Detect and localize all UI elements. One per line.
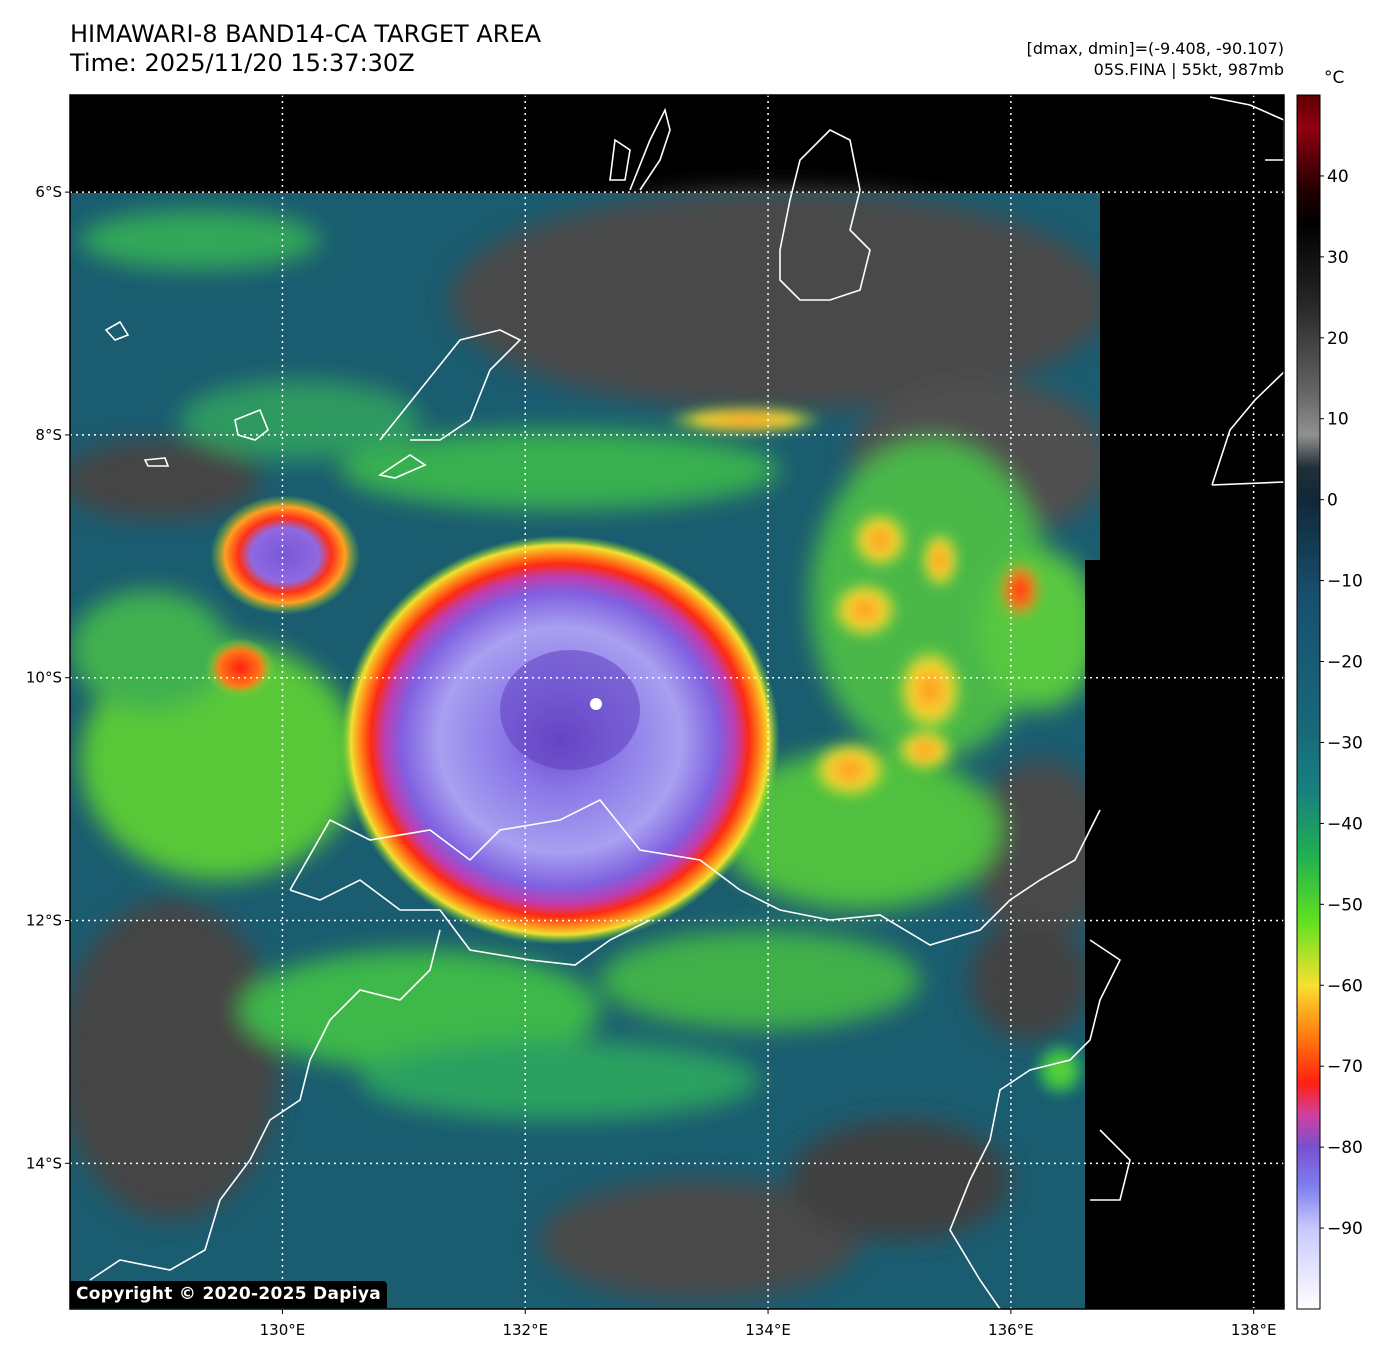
coastline	[779, 129, 871, 301]
coastline	[89, 929, 441, 1281]
convective-cell	[205, 638, 275, 698]
coastline	[289, 879, 651, 966]
lon-tick-label: 138°E	[1231, 1321, 1277, 1339]
coastline	[234, 408, 269, 441]
coastline	[377, 454, 427, 479]
colorbar	[1296, 94, 1321, 1310]
colorbar-tick-label: −50	[1327, 895, 1363, 915]
coastline	[629, 107, 671, 191]
lat-tick-label: 6°S	[35, 183, 62, 201]
longitude-axis: 130°E 132°E 134°E 136°E 138°E	[260, 1309, 1277, 1339]
colorbar-tick-label: 20	[1327, 329, 1349, 349]
colorbar-tick-label: −20	[1327, 653, 1363, 673]
title-block: HIMAWARI-8 BAND14-CA TARGET AREA Time: 2…	[70, 20, 541, 78]
colorbar-tick-label: −90	[1327, 1219, 1363, 1239]
coastline	[609, 138, 631, 181]
coastline	[949, 939, 1122, 1309]
lat-tick-label: 10°S	[26, 669, 62, 687]
temperature-range: [dmax, dmin]=(-9.408, -90.107)	[1026, 39, 1284, 58]
colorbar-tick-label: −30	[1327, 733, 1363, 753]
lon-tick-label: 130°E	[260, 1321, 306, 1339]
coastline	[143, 457, 170, 467]
lon-tick-label: 136°E	[988, 1321, 1034, 1339]
coastlines	[89, 96, 1284, 1309]
coastline	[379, 329, 522, 441]
coastline	[104, 320, 130, 341]
lon-tick-label: 134°E	[745, 1321, 791, 1339]
storm-eye	[590, 698, 602, 710]
colorbar-tick-label: −60	[1327, 976, 1363, 996]
colorbar-tick-label: −70	[1327, 1057, 1363, 1077]
copyright-label: Copyright © 2020-2025 Dapiya	[70, 1281, 387, 1308]
colorbar-tick-label: −40	[1327, 814, 1363, 834]
lat-tick-label: 14°S	[26, 1154, 62, 1172]
lon-tick-label: 132°E	[502, 1321, 548, 1339]
lat-tick-label: 12°S	[26, 912, 62, 930]
colorbar-tick-label: 10	[1327, 410, 1349, 430]
satellite-imagery	[70, 95, 1284, 1309]
colorbar-tick-label: −10	[1327, 572, 1363, 592]
latitude-axis: 6°S 8°S 10°S 12°S 14°S	[26, 183, 70, 1172]
observation-time: Time: 2025/11/20 15:37:30Z	[70, 49, 415, 77]
gridlines	[70, 95, 1284, 1309]
convective-cell	[210, 495, 360, 615]
storm-info: 05S.FINA | 55kt, 987mb	[1093, 60, 1284, 79]
info-block: [dmax, dmin]=(-9.408, -90.107) 05S.FINA …	[1027, 38, 1284, 80]
map-frame	[69, 94, 1285, 1310]
colorbar-tick-label: 40	[1327, 167, 1349, 187]
colorbar-tick-label: −80	[1327, 1138, 1363, 1158]
coastline	[289, 798, 1101, 946]
lat-tick-label: 8°S	[35, 426, 62, 444]
colorbar-unit: °C	[1324, 68, 1345, 88]
colorbar-ticks: 40 30 20 10 0 −10 −20 −30 −40 −50 −60 −70 −80 −90	[1320, 167, 1363, 1239]
coastline	[1209, 96, 1284, 161]
coastline	[1211, 481, 1284, 486]
product-title: HIMAWARI-8 BAND14-CA TARGET AREA	[70, 20, 542, 48]
colorbar-tick-label: 0	[1327, 491, 1338, 511]
colorbar-tick-label: 30	[1327, 248, 1349, 268]
coastline	[1211, 371, 1284, 486]
coastline	[1090, 1129, 1131, 1201]
